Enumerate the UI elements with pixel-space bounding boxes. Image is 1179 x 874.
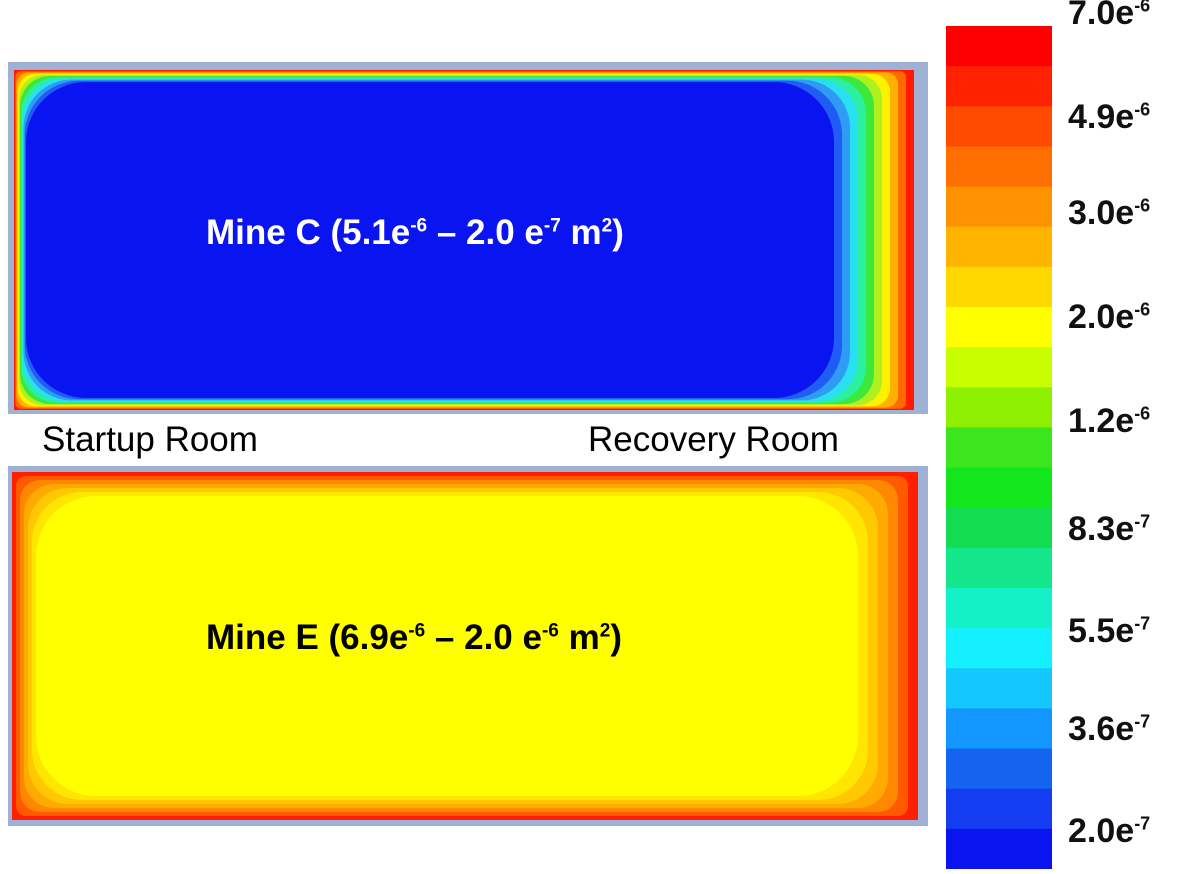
- contour-band: [36, 496, 858, 796]
- recovery-room-label: Recovery Room: [588, 420, 839, 459]
- colorbar-tick-label: 4.9e-6: [1068, 98, 1151, 136]
- colorbar-tick-label: 7.0e-6: [1068, 0, 1151, 32]
- colorbar-band: [946, 467, 1052, 509]
- colorbar-band: [946, 186, 1052, 228]
- colorbar-band: [946, 146, 1052, 188]
- colorbar-tick-label: 3.0e-6: [1068, 194, 1151, 232]
- colorbar-band: [946, 347, 1052, 388]
- colorbar-band: [946, 788, 1052, 830]
- colorbar-band: [946, 106, 1052, 148]
- colorbar-tick-label: 3.6e-7: [1068, 710, 1151, 748]
- colorbar-band: [946, 307, 1052, 348]
- colorbar-band: [946, 26, 1052, 67]
- mine-e-contour-plot: [12, 472, 918, 820]
- colorbar-band: [946, 427, 1052, 469]
- colorbar-band: [946, 668, 1052, 710]
- colorbar-band: [946, 387, 1052, 429]
- colorbar-band: [946, 266, 1052, 308]
- colorbar-band: [946, 628, 1052, 669]
- colorbar-tick-label: 1.2e-6: [1068, 402, 1151, 440]
- colorbar-band: [946, 588, 1052, 629]
- colorbar-tick-label: 8.3e-7: [1068, 510, 1151, 548]
- mine-e-label: Mine E (6.9e-6 – 2.0 e-6 m2): [206, 618, 622, 657]
- colorbar-legend: [946, 26, 1052, 869]
- colorbar-band: [946, 748, 1052, 790]
- startup-room-label: Startup Room: [42, 420, 258, 459]
- colorbar-band: [946, 708, 1052, 750]
- colorbar-band: [946, 547, 1052, 589]
- colorbar-band: [946, 507, 1052, 549]
- mine-c-label: Mine C (5.1e-6 – 2.0 e-7 m2): [206, 213, 624, 252]
- colorbar-band: [946, 66, 1052, 107]
- colorbar-tick-label: 5.5e-7: [1068, 612, 1151, 650]
- colorbar-band: [946, 828, 1052, 869]
- colorbar-tick-label: 2.0e-7: [1068, 812, 1151, 850]
- colorbar-band: [946, 226, 1052, 268]
- colorbar-tick-label: 2.0e-6: [1068, 298, 1151, 336]
- mine-c-contour-plot: [14, 70, 914, 410]
- contour-band: [26, 82, 834, 398]
